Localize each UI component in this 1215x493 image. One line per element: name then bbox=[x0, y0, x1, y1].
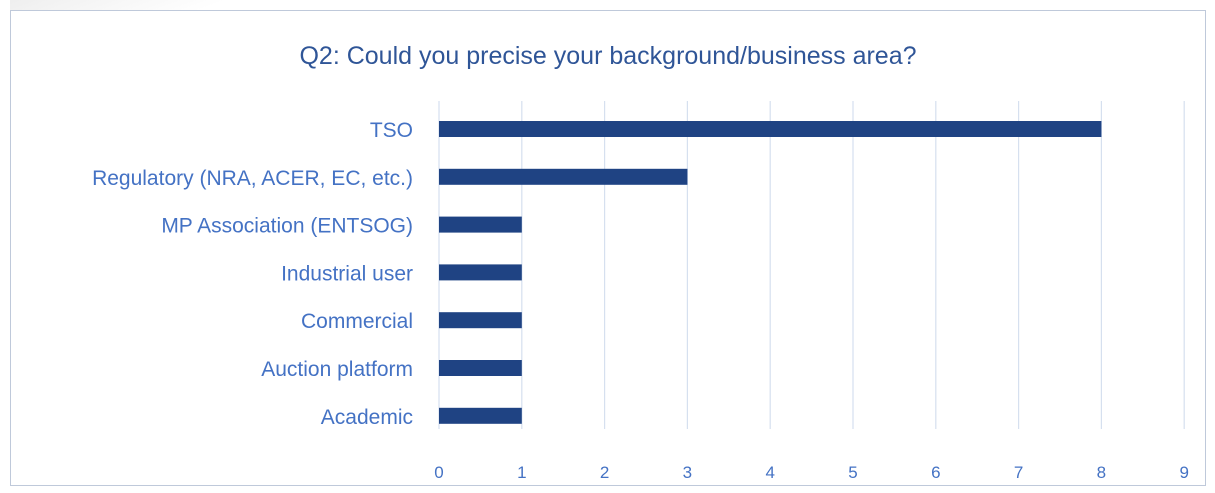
category-label: MP Association (ENTSOG) bbox=[161, 215, 413, 238]
category-label: Industrial user bbox=[281, 262, 413, 285]
x-tick-label: 2 bbox=[600, 463, 609, 482]
chart-title: Q2: Could you precise your background/bu… bbox=[299, 42, 917, 70]
x-tick-label: 1 bbox=[517, 463, 526, 482]
category-label: Academic bbox=[321, 406, 413, 429]
x-tick-label: 6 bbox=[931, 463, 940, 482]
chart-frame: Q2: Could you precise your background/bu… bbox=[10, 10, 1206, 486]
category-label: Auction platform bbox=[261, 358, 413, 381]
bar bbox=[439, 121, 1102, 137]
category-label: Commercial bbox=[301, 310, 413, 333]
bar bbox=[439, 360, 522, 376]
bar bbox=[439, 407, 522, 424]
category-label: TSO bbox=[370, 119, 413, 142]
bar bbox=[439, 312, 522, 329]
x-tick-label: 9 bbox=[1179, 463, 1188, 482]
bar bbox=[439, 216, 522, 233]
category-label: Regulatory (NRA, ACER, EC, etc.) bbox=[92, 167, 413, 190]
bar bbox=[439, 264, 522, 281]
x-tick-label: 7 bbox=[1014, 463, 1023, 482]
x-tick-label: 5 bbox=[848, 463, 857, 482]
bar bbox=[439, 168, 688, 185]
x-tick-label: 8 bbox=[1097, 463, 1106, 482]
x-tick-label: 4 bbox=[765, 463, 774, 482]
x-tick-label: 0 bbox=[434, 463, 443, 482]
x-tick-label: 3 bbox=[683, 463, 692, 482]
